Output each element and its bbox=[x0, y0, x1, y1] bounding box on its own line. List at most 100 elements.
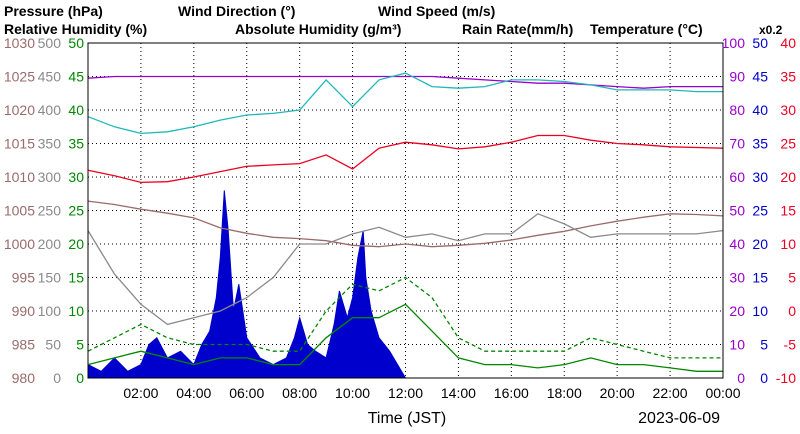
rain-rate-tick-label: 50 bbox=[752, 35, 768, 51]
rain-rate-tick-label: 45 bbox=[752, 69, 768, 85]
x-tick-label: 16:00 bbox=[494, 385, 529, 401]
plot-background bbox=[88, 43, 723, 378]
wind-direction-line bbox=[87, 213, 724, 326]
legend-wind-speed: Wind Speed (m/s) bbox=[378, 3, 495, 19]
humidity-tick-label: 70 bbox=[729, 136, 745, 152]
rain-rate-tick-label: 35 bbox=[752, 136, 768, 152]
humidity-tick-label: 40 bbox=[729, 236, 745, 252]
legend-relative-humidity: Relative Humidity (%) bbox=[4, 21, 147, 37]
plot-frame bbox=[87, 42, 724, 379]
rain-rate-tick-label: 25 bbox=[752, 203, 768, 219]
date-label: 2023-06-09 bbox=[638, 410, 720, 427]
rain-rate-tick-label: 0 bbox=[760, 370, 768, 386]
absolute-humidity-line bbox=[87, 72, 723, 135]
humidity-tick-label: 100 bbox=[722, 35, 746, 51]
pressure-tick-label: 995 bbox=[12, 270, 36, 286]
temperature-tick-label: 40 bbox=[780, 35, 796, 51]
pressure-tick-label: 1000 bbox=[4, 236, 35, 252]
pressure-tick-label: 1025 bbox=[4, 69, 35, 85]
wind-direction-tick-label: 300 bbox=[38, 169, 62, 185]
temperature-tick-label: -10 bbox=[776, 370, 796, 386]
legend-absolute-humidity: Absolute Humidity (g/m³) bbox=[235, 21, 401, 37]
humidity-tick-label: 0 bbox=[737, 370, 745, 386]
temperature-line bbox=[87, 134, 724, 184]
pressure-tick-label: 990 bbox=[12, 303, 36, 319]
temperature-tick-label: 10 bbox=[780, 236, 796, 252]
x-tick-label: 04:00 bbox=[176, 385, 211, 401]
wind-direction-tick-label: 500 bbox=[38, 35, 62, 51]
wind-speed-tick-label: 25 bbox=[68, 203, 84, 219]
humidity-tick-label: 10 bbox=[729, 337, 745, 353]
rain-rate-tick-label: 15 bbox=[752, 270, 768, 286]
wind-direction-tick-label: 0 bbox=[53, 370, 61, 386]
legend-rain-rate: Rain Rate(mm/h) bbox=[462, 21, 573, 37]
x-axis-ticks: 02:00 04:00 06:00 08:00 10:00 12:00 14:00 16:00… bbox=[123, 385, 740, 401]
pressure-tick-label: 985 bbox=[12, 337, 36, 353]
humidity-tick-label: 20 bbox=[729, 303, 745, 319]
pressure-tick-label: 1005 bbox=[4, 203, 35, 219]
wind-direction-tick-label: 350 bbox=[38, 136, 62, 152]
wind-direction-tick-label: 100 bbox=[38, 303, 62, 319]
wind-speed-tick-label: 45 bbox=[68, 69, 84, 85]
x-tick-label: 12:00 bbox=[388, 385, 423, 401]
wind-speed-tick-label: 5 bbox=[76, 337, 84, 353]
humidity-tick-label: 50 bbox=[729, 203, 745, 219]
x-tick-label: 00:00 bbox=[705, 385, 740, 401]
pressure-line bbox=[87, 200, 724, 248]
rain-rate-tick-label: 40 bbox=[752, 102, 768, 118]
pressure-tick-label: 1020 bbox=[4, 102, 35, 118]
humidity-tick-label: 80 bbox=[729, 102, 745, 118]
series-layer bbox=[87, 72, 724, 379]
humidity-tick-label: 30 bbox=[729, 270, 745, 286]
wind-speed-tick-label: 20 bbox=[68, 236, 84, 252]
wind-speed-peak-line bbox=[87, 276, 723, 359]
legend: Pressure (hPa) Wind Direction (°) Wind S… bbox=[4, 3, 783, 37]
wind-direction-tick-label: 250 bbox=[38, 203, 62, 219]
rain-rate-tick-label: 20 bbox=[752, 236, 768, 252]
wind-direction-tick-label: 200 bbox=[38, 236, 62, 252]
wind-direction-tick-label: 400 bbox=[38, 102, 62, 118]
plot-area bbox=[88, 43, 723, 378]
rain-rate-tick-label: 5 bbox=[760, 337, 768, 353]
pressure-tick-label: 1010 bbox=[4, 169, 35, 185]
wind-direction-tick-label: 50 bbox=[45, 337, 61, 353]
x-tick-label: 06:00 bbox=[229, 385, 264, 401]
wind-speed-tick-label: 10 bbox=[68, 303, 84, 319]
temperature-tick-label: 0 bbox=[788, 303, 796, 319]
legend-wind-direction: Wind Direction (°) bbox=[178, 3, 295, 19]
temperature-tick-label: 35 bbox=[780, 69, 796, 85]
humidity-tick-label: 60 bbox=[729, 169, 745, 185]
temperature-tick-label: 15 bbox=[780, 203, 796, 219]
temperature-tick-label: -5 bbox=[784, 337, 797, 353]
temperature-tick-label: 30 bbox=[780, 102, 796, 118]
plot-border bbox=[87, 42, 724, 379]
wind-speed-tick-label: 15 bbox=[68, 270, 84, 286]
x-tick-label: 20:00 bbox=[600, 385, 635, 401]
rain-rate-tick-label: 10 bbox=[752, 303, 768, 319]
temperature-tick-label: 5 bbox=[788, 270, 796, 286]
humidity-tick-label: 90 bbox=[729, 69, 745, 85]
rain-rate-tick-label: 30 bbox=[752, 169, 768, 185]
x-axis-label: Time (JST) bbox=[368, 410, 447, 427]
pressure-tick-label: 1030 bbox=[4, 35, 35, 51]
wind-speed-line bbox=[87, 303, 723, 372]
x-tick-label: 10:00 bbox=[335, 385, 370, 401]
wind-speed-tick-label: 0 bbox=[76, 370, 84, 386]
pressure-tick-label: 980 bbox=[12, 370, 36, 386]
relative-humidity-line bbox=[87, 75, 723, 89]
x-tick-label: 02:00 bbox=[123, 385, 158, 401]
legend-pressure: Pressure (hPa) bbox=[4, 3, 103, 19]
temperature-tick-label: 20 bbox=[780, 169, 796, 185]
y-axis-ticks: 1030102510201015101010051000995990985980… bbox=[4, 35, 796, 386]
wind-direction-tick-label: 450 bbox=[38, 69, 62, 85]
wind-speed-tick-label: 40 bbox=[68, 102, 84, 118]
wind-speed-tick-label: 35 bbox=[68, 136, 84, 152]
legend-temperature: Temperature (°C) bbox=[590, 21, 703, 37]
x-tick-label: 22:00 bbox=[653, 385, 688, 401]
temperature-tick-label: 25 bbox=[780, 136, 796, 152]
wind-direction-tick-label: 150 bbox=[38, 270, 62, 286]
x-tick-label: 08:00 bbox=[282, 385, 317, 401]
wind-speed-tick-label: 30 bbox=[68, 169, 84, 185]
x-tick-label: 18:00 bbox=[547, 385, 582, 401]
